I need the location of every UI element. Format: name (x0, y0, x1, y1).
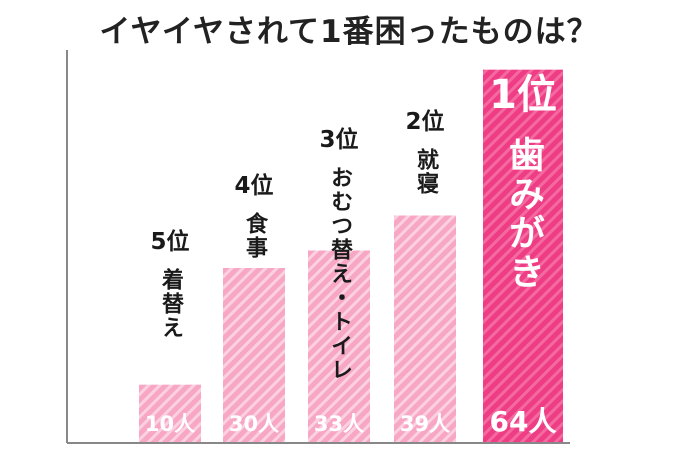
value-labels-group: 10人 30人 33人 39人 64人 (145, 405, 557, 438)
rank-label-3: 3位 (319, 127, 359, 153)
category-name-3: おむつ替え・トイレ (327, 166, 352, 382)
rank-label-2: 4位 (234, 173, 274, 199)
category-label-4: 2位就寝 (385, 108, 465, 196)
category-label-5: 1位歯みがき (478, 72, 568, 292)
category-label-2: 4位食事 (214, 172, 294, 260)
value-label-5: 64人 (490, 405, 557, 438)
value-label-1: 10人 (145, 412, 195, 436)
bar-1 (139, 384, 201, 443)
value-label-4: 39人 (400, 412, 450, 436)
rank-label-4: 2位 (405, 109, 445, 135)
rank-label-1: 5位 (150, 229, 190, 255)
bar-5 (483, 69, 563, 444)
rank-label-5: 1位 (489, 72, 557, 118)
bar-4 (394, 215, 456, 443)
chart-title: イヤイヤされて1番困ったものは？ (99, 14, 599, 50)
value-label-3: 33人 (314, 412, 364, 436)
category-label-3: 3位おむつ替え・トイレ (299, 126, 379, 382)
category-name-1: 着替え (158, 268, 183, 340)
value-label-2: 30人 (229, 412, 279, 436)
category-name-2: 食事 (242, 212, 267, 260)
bar-3 (308, 250, 370, 443)
bars-group (139, 69, 563, 444)
category-name-5: 歯みがき (503, 136, 544, 292)
category-label-1: 5位着替え (130, 228, 210, 340)
category-name-4: 就寝 (413, 148, 438, 196)
bar-2 (223, 268, 285, 443)
